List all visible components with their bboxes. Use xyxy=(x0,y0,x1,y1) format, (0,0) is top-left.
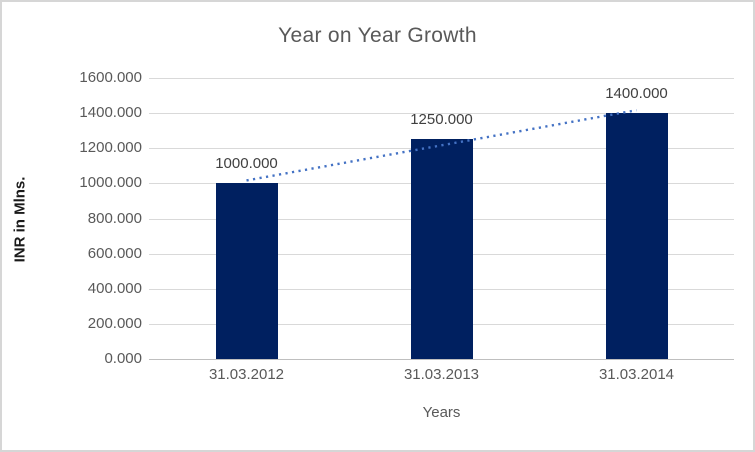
bar-value-label: 1000.000 xyxy=(215,155,278,173)
x-tick-label: 31.03.2013 xyxy=(403,366,480,383)
x-tick-label: 31.03.2012 xyxy=(208,366,285,383)
x-axis-line xyxy=(149,359,734,360)
x-tick-label: 31.03.2014 xyxy=(598,366,675,383)
y-tick-label: 1400.000 xyxy=(79,104,142,122)
y-tick-label: 600.000 xyxy=(87,244,142,262)
bar-31.03.2014 xyxy=(605,113,668,359)
y-tick-label: 200.000 xyxy=(87,314,142,332)
bar-31.03.2012 xyxy=(215,183,278,359)
y-tick-label: 1600.000 xyxy=(79,69,142,86)
bar-31.03.2013 xyxy=(410,139,473,359)
gridline xyxy=(149,78,734,79)
y-tick-label: 1000.000 xyxy=(79,174,142,192)
bar-value-label: 1400.000 xyxy=(605,85,668,103)
y-tick-label: 800.000 xyxy=(87,209,142,227)
y-tick-label: 400.000 xyxy=(87,279,142,297)
bar-value-label: 1250.000 xyxy=(410,111,473,129)
chart-title: Year on Year Growth xyxy=(278,24,477,47)
y-tick-label: 0.000 xyxy=(104,350,142,367)
x-axis-title: Years xyxy=(422,404,461,421)
y-tick-label: 1200.000 xyxy=(79,139,142,157)
y-axis-title: INR in Mlns. xyxy=(11,176,29,263)
